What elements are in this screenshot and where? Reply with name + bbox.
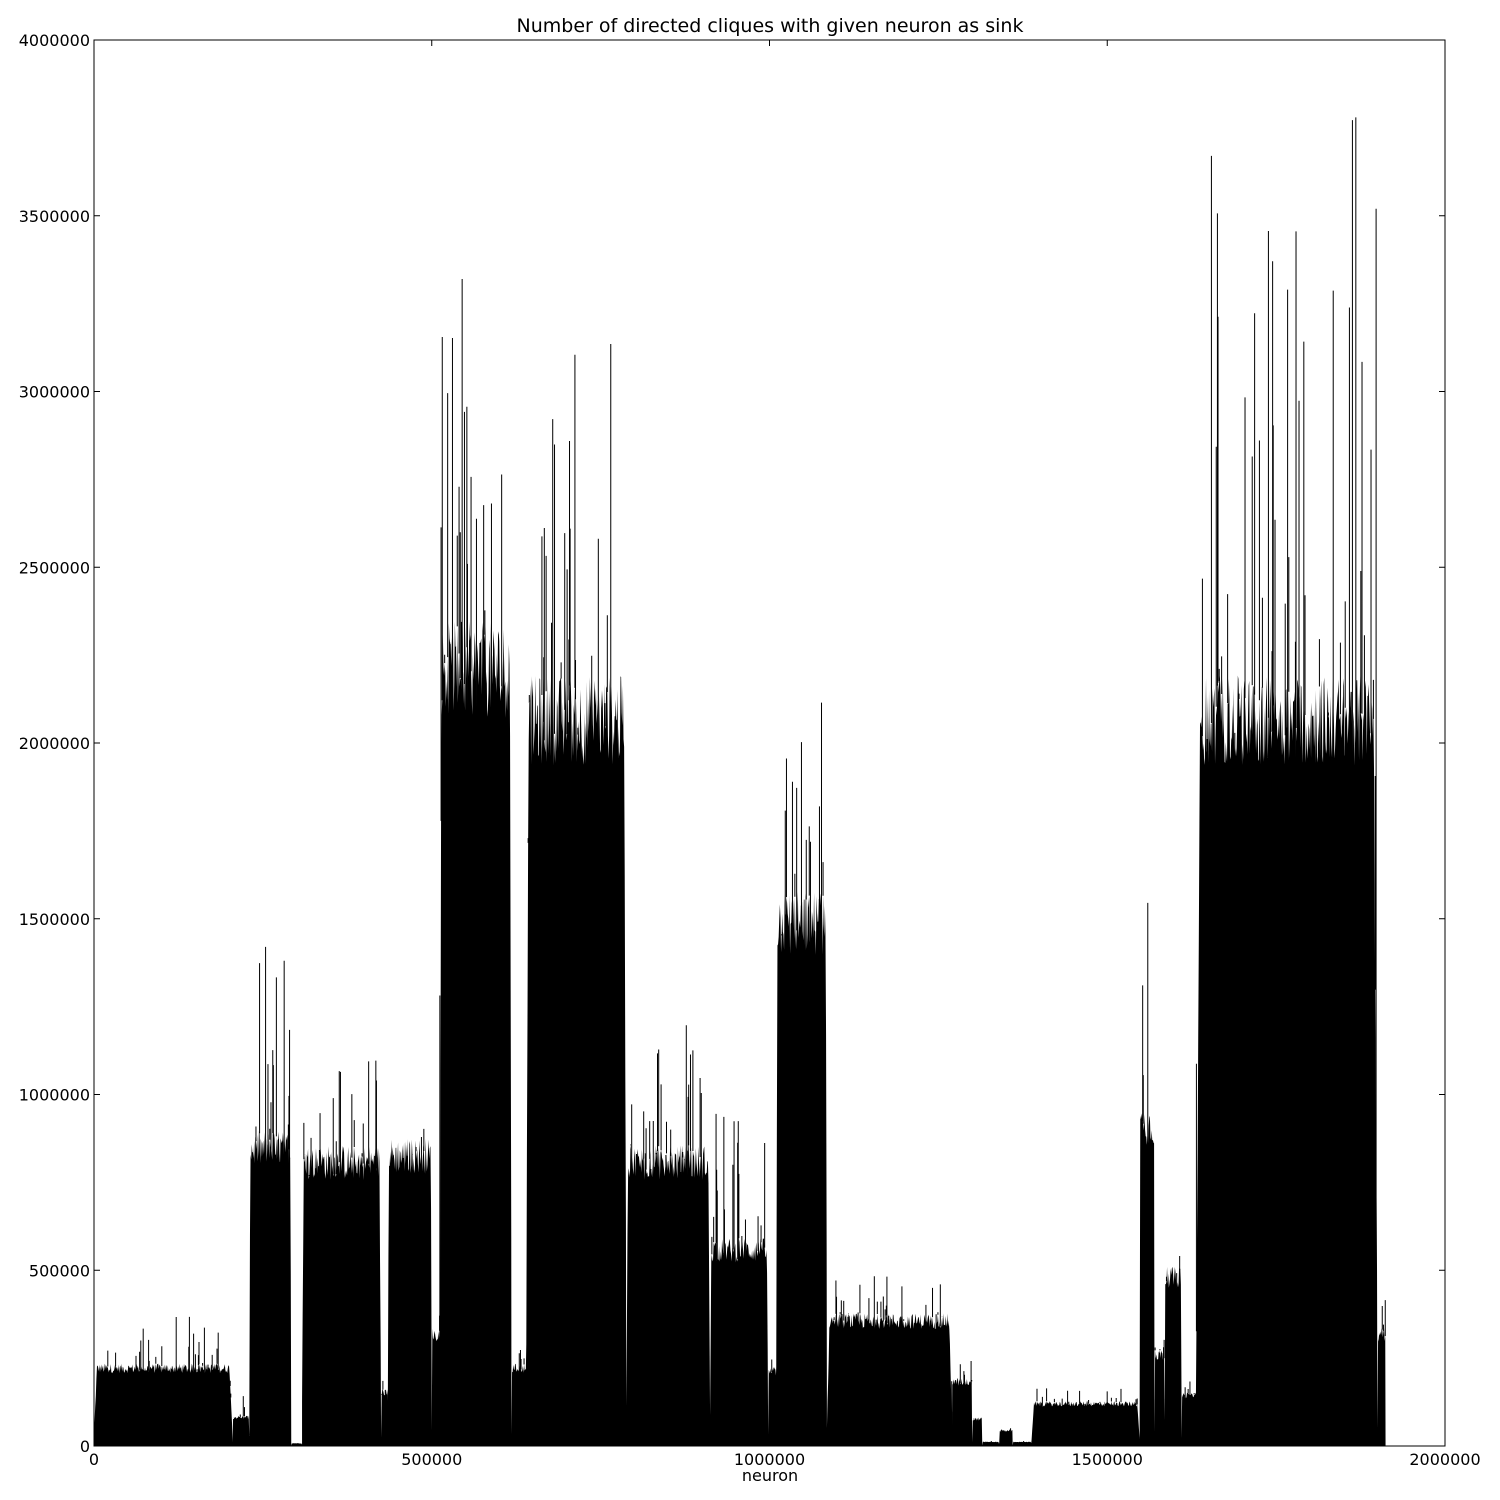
x-tick-label: 1500000	[1072, 1450, 1143, 1469]
series-peak-lines	[107, 117, 1386, 1446]
y-tick-label: 2000000	[19, 734, 90, 753]
y-tick-label: 1000000	[19, 1086, 90, 1105]
series-area-cliques	[94, 621, 1386, 1446]
y-tick-label: 3500000	[19, 207, 90, 226]
y-axis: 0 500000 1000000 1500000 2000000 2500000 30000…	[19, 31, 1445, 1456]
x-axis-label: neuron	[742, 1466, 798, 1485]
x-tick-label: 1000000	[734, 1450, 805, 1469]
x-axis: 0 500000 1000000 1500000 2000000	[89, 40, 1481, 1469]
x-tick-label: 500000	[401, 1450, 462, 1469]
x-tick-label: 0	[89, 1450, 99, 1469]
plot-area	[94, 117, 1386, 1446]
plot-frame	[93, 39, 1446, 1447]
y-tick-label: 2500000	[19, 558, 90, 577]
y-tick-label: 500000	[29, 1261, 90, 1280]
chart-title: Number of directed cliques with given ne…	[517, 15, 1024, 37]
y-tick-label: 1500000	[19, 910, 90, 929]
x-tick-label: 2000000	[1409, 1450, 1480, 1469]
y-tick-label: 0	[80, 1437, 90, 1456]
y-tick-label: 4000000	[19, 31, 90, 50]
y-tick-label: 3000000	[19, 383, 90, 402]
